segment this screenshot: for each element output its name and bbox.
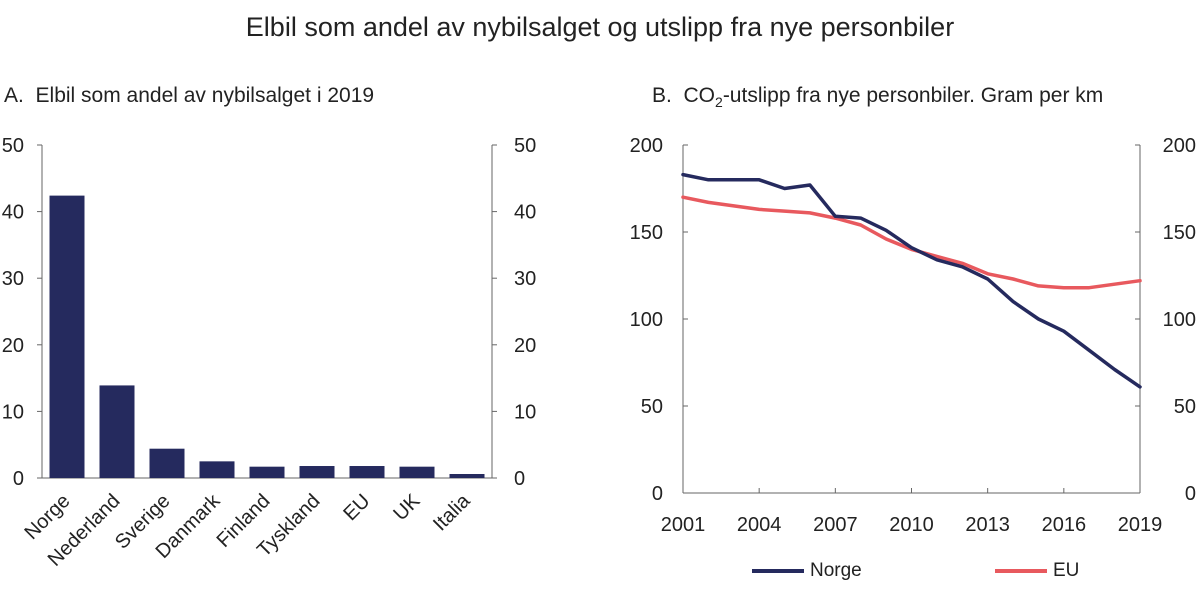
- bar-sverige: [149, 448, 185, 478]
- series-line-norge: [681, 172, 1142, 389]
- legend-label-norge: Norge: [810, 560, 862, 581]
- y-tick-label-right: 100: [1163, 309, 1196, 331]
- panel-b-letter: B.: [652, 84, 672, 107]
- y-tick-label-right: 200: [1163, 135, 1196, 157]
- y-tick-label-left: 10: [2, 401, 24, 423]
- legend-item-norge: Norge: [752, 560, 862, 582]
- x-tick-label: 2004: [737, 514, 782, 536]
- x-tick-label: 2019: [1118, 514, 1163, 536]
- panel-b-title-post: -utslipp fra nye personbiler. Gram per k…: [722, 84, 1104, 107]
- chart-title: Elbil som andel av nybilsalget og utslip…: [245, 12, 955, 42]
- y-tick-label-left: 0: [13, 468, 24, 490]
- bar-eu: [349, 466, 385, 478]
- y-tick-label-left: 100: [630, 309, 663, 331]
- series-line-eu: [681, 195, 1142, 290]
- y-tick-label-left: 0: [652, 483, 663, 505]
- y-tick-label-right: 20: [514, 335, 536, 357]
- x-tick-label: 2013: [965, 514, 1010, 536]
- x-tick-label: 2001: [661, 514, 706, 536]
- x-tick-label: 2007: [813, 514, 858, 536]
- x-tick-label: Italia: [429, 489, 475, 535]
- bar-norge: [49, 195, 85, 478]
- y-tick-label-right: 30: [514, 268, 536, 290]
- y-tick-label-left: 50: [2, 135, 24, 157]
- legend-swatch-norge: [752, 568, 804, 573]
- x-tick-label: 2010: [889, 514, 934, 536]
- bar-finland: [249, 466, 285, 478]
- panel-b-title: B. CO2-utslipp fra nye personbiler. Gram…: [652, 84, 1103, 110]
- legend-swatch-eu: [995, 568, 1047, 573]
- panel-b-title-pre: CO: [683, 84, 716, 107]
- panel-a-letter: A.: [4, 84, 24, 107]
- bar-tyskland: [299, 466, 335, 478]
- bar-uk: [399, 466, 435, 478]
- panel-a-title: A. Elbil som andel av nybilsalget i 2019: [4, 84, 374, 108]
- y-tick-label-right: 0: [514, 468, 525, 490]
- y-tick-label-right: 40: [514, 202, 536, 224]
- bar-danmark: [199, 461, 235, 478]
- y-tick-label-left: 150: [630, 222, 663, 244]
- y-tick-label-right: 50: [1174, 396, 1196, 418]
- y-tick-label-right: 50: [514, 135, 536, 157]
- x-tick-label: UK: [389, 490, 425, 526]
- x-tick-label: 2016: [1042, 514, 1087, 536]
- panel-b-title-sub: 2: [715, 94, 723, 111]
- y-tick-label-right: 10: [514, 401, 536, 423]
- y-tick-label-right: 150: [1163, 222, 1196, 244]
- y-tick-label-right: 0: [1185, 483, 1196, 505]
- panel-a-title-text: Elbil som andel av nybilsalget i 2019: [35, 84, 375, 107]
- bar-nederland: [99, 385, 135, 478]
- legend-label-eu: EU: [1053, 560, 1080, 581]
- y-tick-label-left: 40: [2, 202, 24, 224]
- x-tick-label: EU: [339, 490, 374, 525]
- y-tick-label-left: 200: [630, 135, 663, 157]
- y-tick-label-left: 20: [2, 335, 24, 357]
- bar-italia: [449, 474, 485, 478]
- y-tick-label-left: 50: [641, 396, 663, 418]
- y-tick-label-left: 30: [2, 268, 24, 290]
- legend-item-eu: EU: [995, 560, 1079, 582]
